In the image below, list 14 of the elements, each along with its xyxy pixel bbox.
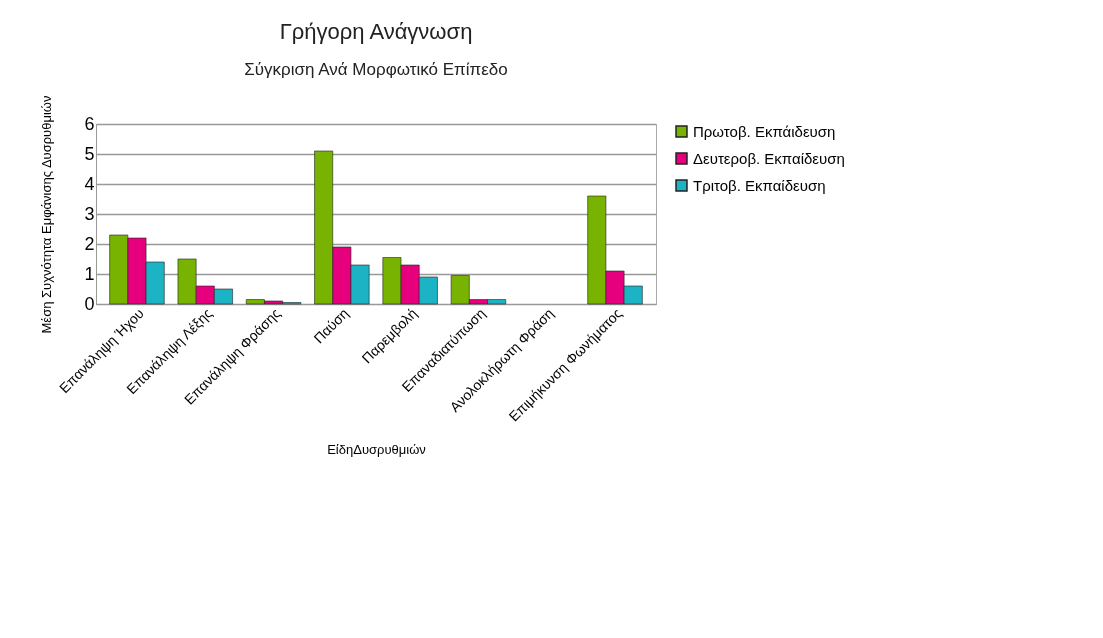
y-tick-label: 3	[84, 203, 95, 224]
y-tick-label: 1	[84, 263, 95, 284]
y-tick-label: 0	[84, 293, 95, 314]
chart-subtitle: Σύγκριση Ανά Μορφωτικό Επίπεδο	[244, 59, 508, 79]
y-tick-label: 2	[84, 233, 95, 254]
legend-label: Πρωτοβ. Εκπάιδευση	[693, 122, 836, 140]
legend-label: Δευτεροβ. Εκπαίδευση	[693, 149, 845, 167]
y-tick-label: 6	[84, 113, 95, 134]
legend-label: Τριτοβ. Εκπαίδευση	[693, 176, 826, 194]
chart-title: Γρήγορη Ανάγνωση	[279, 18, 473, 44]
x-axis-title: ΕίδηΔυσρυθμιών	[327, 442, 426, 458]
y-axis-title: Μέση Συχνότητα Εμφάνισης Δυσρυθμιών	[39, 95, 55, 334]
y-tick-label: 5	[84, 143, 95, 164]
y-tick-label: 4	[84, 173, 95, 194]
